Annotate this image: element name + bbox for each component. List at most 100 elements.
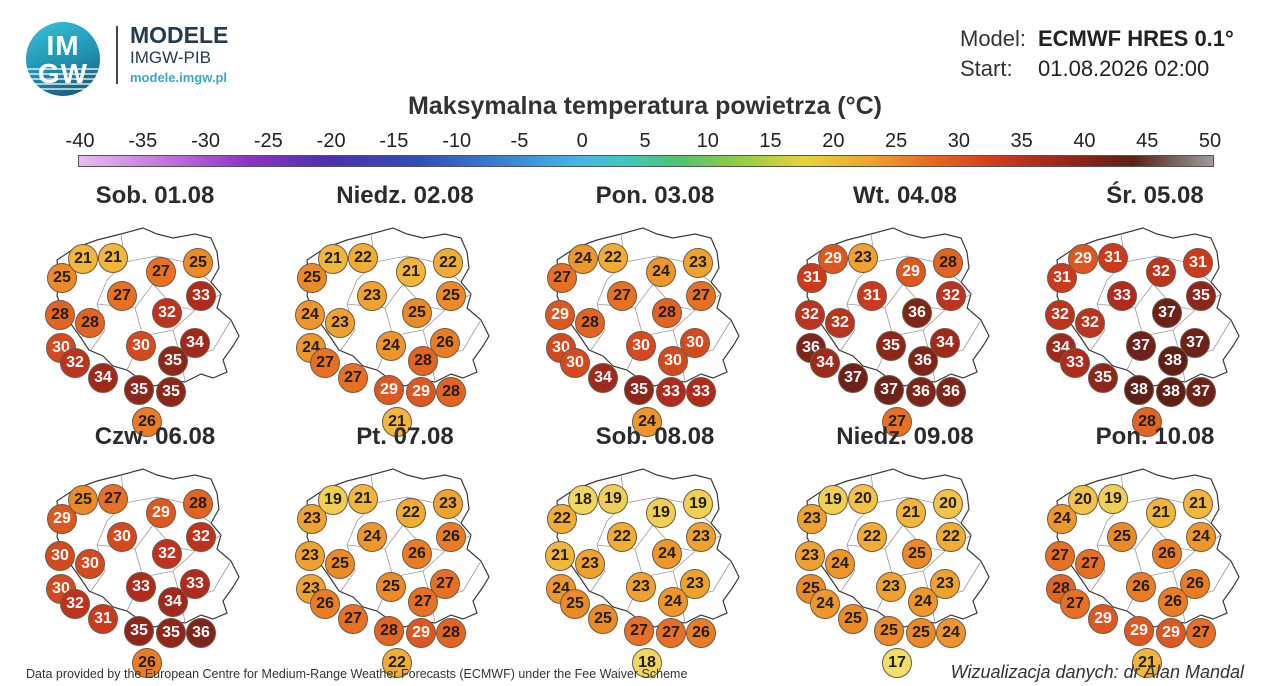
temperature-marker: 27 <box>1045 541 1075 571</box>
temperature-marker: 30 <box>680 328 710 358</box>
temperature-marker: 21 <box>1132 648 1162 678</box>
temperature-marker: 25 <box>297 263 327 293</box>
day-date: Czw. 06.08 <box>94 423 216 450</box>
temperature-marker: 28 <box>183 489 213 519</box>
temperature-marker: 24 <box>646 257 676 287</box>
temperature-marker: 35 <box>158 346 188 376</box>
temperature-marker: 20 <box>848 484 878 514</box>
temperature-marker: 36 <box>936 377 966 407</box>
temperature-marker: 27 <box>146 257 176 287</box>
temperature-marker: 32 <box>152 539 182 569</box>
day-date: Śr. 05.08 <box>1106 182 1204 209</box>
temperature-marker: 32 <box>936 281 966 311</box>
temperature-marker: 30 <box>45 541 75 571</box>
temperature-marker: 19 <box>598 484 628 514</box>
day-panel: Czw. 06.08 29 25 27 29 28 32 30 30 30 32 30 33 33 32 34… <box>35 423 275 678</box>
scale-tick-label: -35 <box>128 130 158 152</box>
temperature-marker: 37 <box>874 375 904 405</box>
temperature-marker: 28 <box>75 308 105 338</box>
scale-tick-label: -5 <box>510 130 529 152</box>
temperature-marker: 29 <box>818 244 848 274</box>
temperature-marker: 37 <box>1186 377 1216 407</box>
temperature-colorbar <box>78 155 1214 167</box>
temperature-marker: 25 <box>325 549 355 579</box>
logo-text-bottom: GW <box>37 58 89 89</box>
scale-tick-label: 40 <box>1073 130 1096 152</box>
temperature-marker: 27 <box>1060 589 1090 619</box>
temperature-marker: 26 <box>1126 572 1156 602</box>
logo-stripes <box>26 68 100 92</box>
temperature-marker: 28 <box>436 377 466 407</box>
temperature-marker: 30 <box>126 331 156 361</box>
scale-tick-label: 5 <box>639 130 651 152</box>
temperature-marker: 30 <box>658 346 688 376</box>
temperature-marker: 24 <box>658 587 688 617</box>
model-label: Model: <box>960 26 1027 51</box>
temperature-marker: 21 <box>318 244 348 274</box>
scale-tick-label: 45 <box>1136 130 1159 152</box>
temperature-marker: 21 <box>1183 489 1213 519</box>
temperature-marker: 19 <box>683 489 713 519</box>
temperature-marker: 25 <box>902 539 932 569</box>
temperature-marker: 20 <box>1068 485 1098 515</box>
temperature-marker: 24 <box>825 549 855 579</box>
temperature-marker: 21 <box>382 407 412 437</box>
temperature-marker: 18 <box>632 648 662 678</box>
temperature-marker: 21 <box>68 244 98 274</box>
temperature-marker: 19 <box>646 498 676 528</box>
temperature-marker: 26 <box>402 539 432 569</box>
temperature-marker: 29 <box>1088 604 1118 634</box>
scale-tick-label: -15 <box>379 130 409 152</box>
temperature-marker: 34 <box>158 587 188 617</box>
scale-tick-label: -40 <box>65 130 95 152</box>
temperature-marker: 27 <box>686 281 716 311</box>
temperature-marker: 19 <box>318 485 348 515</box>
temperature-marker: 26 <box>310 589 340 619</box>
temperature-marker: 23 <box>433 489 463 519</box>
temperature-marker: 28 <box>652 298 682 328</box>
source-note: Data provided by the European Centre for… <box>26 667 688 681</box>
scale-tick-label: -20 <box>316 130 346 152</box>
scale-tick-label: -30 <box>191 130 220 152</box>
day-panel: Niedz. 09.08 23 19 20 21 20 22 22 23 24 25 25 23 23 24… <box>785 423 1025 678</box>
temperature-marker: 35 <box>876 331 906 361</box>
temperature-marker: 27 <box>547 263 577 293</box>
temperature-marker: 26 <box>1158 587 1188 617</box>
temperature-marker: 27 <box>882 407 912 437</box>
temperature-marker: 27 <box>1075 549 1105 579</box>
temperature-marker: 32 <box>60 589 90 619</box>
day-panel: Niedz. 02.08 25 21 22 21 22 25 23 24 23 25 24 24 26 27… <box>285 182 525 437</box>
temperature-marker: 23 <box>930 569 960 599</box>
temperature-marker: 17 <box>882 648 912 678</box>
temperature-marker: 32 <box>1045 300 1075 330</box>
temperature-marker: 27 <box>338 363 368 393</box>
day-date: Pon. 10.08 <box>1095 423 1215 450</box>
map-title: Maksymalna temperatura powietrza (°C) <box>407 92 883 120</box>
temperature-marker: 24 <box>632 407 662 437</box>
temperature-marker: 19 <box>818 485 848 515</box>
brand-url[interactable]: modele.imgw.pl <box>130 70 228 85</box>
temperature-marker: 34 <box>180 328 210 358</box>
temperature-marker: 34 <box>810 348 840 378</box>
temperature-marker: 29 <box>1068 244 1098 274</box>
temperature-marker: 23 <box>683 248 713 278</box>
temperature-marker: 35 <box>624 375 654 405</box>
temperature-marker: 27 <box>408 587 438 617</box>
temperature-marker: 27 <box>656 618 686 648</box>
scale-tick-label: 15 <box>759 130 782 152</box>
temperature-marker: 35 <box>1088 363 1118 393</box>
temperature-marker: 24 <box>810 589 840 619</box>
temperature-marker: 35 <box>124 375 154 405</box>
temperature-marker: 25 <box>68 485 98 515</box>
day-date: Wt. 04.08 <box>852 182 958 209</box>
temperature-marker: 33 <box>1060 348 1090 378</box>
temperature-marker: 24 <box>376 331 406 361</box>
temperature-marker: 33 <box>686 377 716 407</box>
temperature-marker: 21 <box>896 498 926 528</box>
temperature-marker: 25 <box>376 572 406 602</box>
temperature-marker: 38 <box>1124 375 1154 405</box>
temperature-marker: 25 <box>1107 522 1137 552</box>
temperature-marker: 23 <box>686 522 716 552</box>
temperature-marker: 20 <box>933 489 963 519</box>
temperature-marker: 35 <box>1186 281 1216 311</box>
